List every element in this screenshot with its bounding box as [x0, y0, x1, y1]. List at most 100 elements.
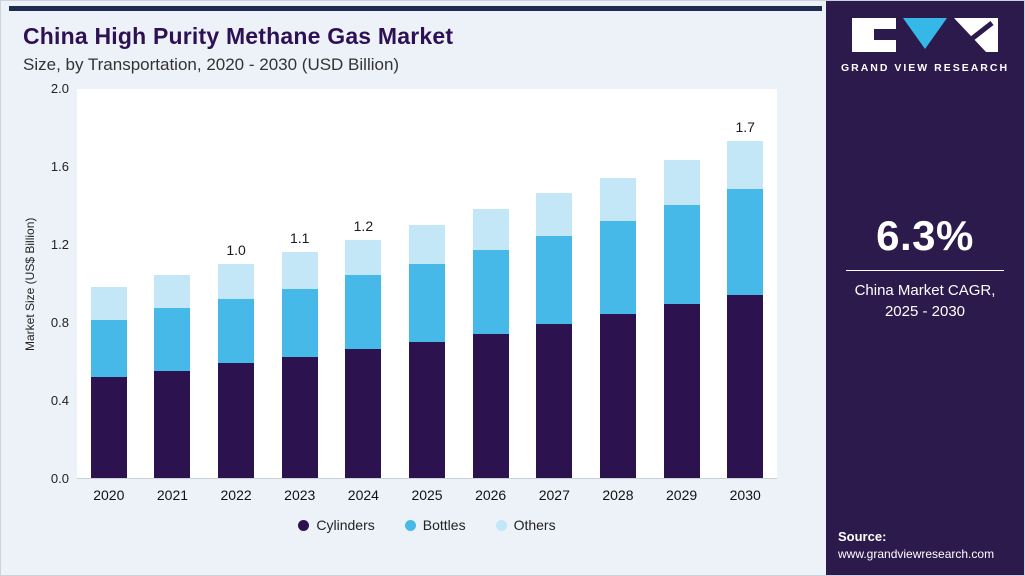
bar-group-2030: 1.7 [713, 89, 777, 478]
bar-segment-cylinders [345, 349, 382, 478]
source-url: www.grandviewresearch.com [838, 547, 995, 561]
legend-dot-icon [298, 519, 310, 531]
bar-segment-bottles [409, 263, 446, 342]
x-tick-label: 2023 [284, 487, 316, 503]
x-tick-label: 2026 [475, 487, 507, 503]
brand-name: GRAND VIEW RESEARCH [840, 62, 1010, 74]
x-tick-label: 2030 [729, 487, 761, 503]
bar-group-2028 [586, 89, 650, 478]
page-subtitle: Size, by Transportation, 2020 - 2030 (US… [23, 55, 400, 74]
bar-segment-bottles [345, 275, 382, 350]
y-tick-label: 0.4 [50, 393, 69, 408]
bar-segment-cylinders [472, 333, 509, 478]
y-axis-title: Market Size (US$ Billion) [23, 217, 37, 351]
bar-segment-cylinders [90, 376, 127, 478]
bar-segment-bottles [663, 205, 700, 305]
bar-segment-others [472, 208, 509, 250]
bar-segment-cylinders [218, 362, 255, 478]
bar-group-2023: 1.1 [268, 89, 332, 478]
y-tick-label: 2.0 [50, 81, 69, 96]
bar-segment-others [218, 263, 255, 299]
bar-segment-cylinders [281, 357, 318, 478]
legend-label: Others [513, 517, 556, 533]
bar-group-2020 [77, 89, 141, 478]
bar-segment-bottles [90, 320, 127, 377]
legend-item-bottles: Bottles [404, 517, 466, 533]
cagr-value: 6.3% [876, 212, 974, 259]
source-label: Source: [838, 529, 887, 544]
bar-segment-bottles [218, 298, 255, 363]
stacked-bar [345, 240, 382, 478]
y-tick-label: 1.6 [50, 159, 69, 174]
y-tick-label: 1.2 [50, 237, 69, 252]
x-tick-label: 2020 [93, 487, 125, 503]
chart-panel-inner: China High Purity Methane Gas Market Siz… [9, 6, 822, 575]
bar-segment-bottles [154, 308, 191, 371]
bar-segment-others [599, 177, 636, 221]
bar-group-2029 [650, 89, 714, 478]
cagr-label-line1: China Market CAGR, [854, 282, 996, 299]
bar-group-2025 [395, 89, 459, 478]
stacked-bar [281, 251, 318, 478]
grand-view-research-logo-icon [852, 18, 998, 52]
legend-item-cylinders: Cylinders [298, 517, 375, 533]
brand-sidebar: GRAND VIEW RESEARCH 6.3% China Market CA… [826, 1, 1024, 575]
legend-dot-icon [404, 519, 416, 531]
stacked-bar [599, 177, 636, 478]
bar-segment-cylinders [536, 323, 573, 478]
bars-row: 1.0 1.1 1.2 1.7 [77, 89, 777, 478]
cagr-block: 6.3% China Market CAGR, 2025 - 2030 [826, 212, 1024, 322]
bar-segment-others [90, 286, 127, 321]
stacked-bar [218, 263, 255, 478]
bar-segment-others [345, 240, 382, 276]
bar-segment-cylinders [599, 314, 636, 478]
bar-segment-others [727, 140, 764, 190]
bar-total-label: 1.7 [735, 118, 755, 135]
x-axis-labels: 2020 2021 2022 2023 2024 2025 2026 2027 2028 2029… [77, 487, 777, 503]
bar-segment-bottles [281, 288, 318, 358]
plot-area: 1.0 1.1 1.2 1.7 [77, 89, 777, 479]
stacked-bar [90, 286, 127, 478]
stacked-bar [154, 275, 191, 478]
legend-dot-icon [495, 519, 507, 531]
bar-segment-others [536, 193, 573, 237]
source-block: Source: www.grandviewresearch.com [826, 519, 1024, 575]
legend-label: Bottles [422, 517, 466, 533]
chart-legend: Cylinders Bottles Others [77, 517, 777, 533]
bar-segment-cylinders [409, 341, 446, 478]
x-tick-label: 2024 [347, 487, 379, 503]
bar-group-2027 [522, 89, 586, 478]
bar-segment-others [409, 224, 446, 264]
stacked-bar [663, 160, 700, 478]
legend-label: Cylinders [316, 517, 375, 533]
chart-area: Market Size (US$ Billion) 0.0 0.4 0.8 1.2 1.… [23, 82, 816, 486]
bar-segment-bottles [727, 189, 764, 295]
bar-segment-cylinders [154, 370, 191, 478]
stacked-bar [472, 208, 509, 478]
bar-total-label: 1.1 [290, 229, 310, 246]
page-title: China High Purity Methane Gas Market [23, 23, 454, 49]
cagr-label-line2: 2025 - 2030 [884, 303, 966, 320]
x-tick-label: 2028 [602, 487, 634, 503]
stacked-bar [409, 224, 446, 478]
brand-logo-block: GRAND VIEW RESEARCH [826, 1, 1024, 84]
x-tick-label: 2022 [220, 487, 252, 503]
bar-segment-bottles [599, 220, 636, 315]
bar-segment-others [154, 275, 191, 309]
bar-segment-cylinders [663, 304, 700, 478]
y-tick-label: 0.0 [50, 471, 69, 486]
chart-panel: China High Purity Methane Gas Market Siz… [1, 1, 826, 575]
x-tick-label: 2021 [156, 487, 189, 503]
stacked-bar [536, 193, 573, 478]
bar-segment-others [663, 160, 700, 206]
cagr-divider [846, 270, 1004, 271]
y-axis-ticks: 0.0 0.4 0.8 1.2 1.6 2.0 [39, 82, 71, 486]
bar-segment-bottles [472, 249, 509, 334]
legend-item-others: Others [495, 517, 556, 533]
bar-total-label: 1.0 [226, 241, 246, 258]
x-tick-label: 2027 [538, 487, 570, 503]
bar-group-2024: 1.2 [332, 89, 396, 478]
bar-group-2026 [459, 89, 523, 478]
bar-group-2021 [141, 89, 205, 478]
